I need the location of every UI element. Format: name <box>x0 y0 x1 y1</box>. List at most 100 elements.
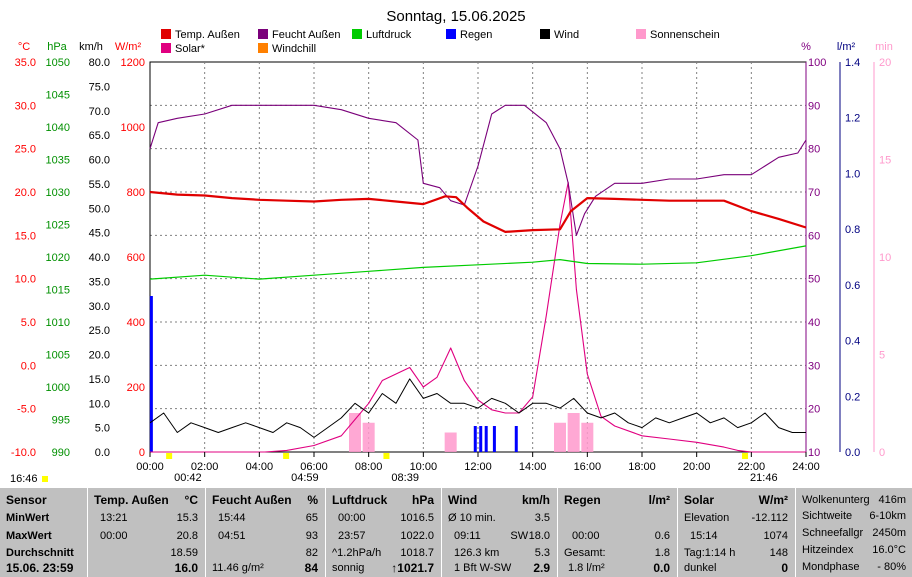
tick-temp: -10.0 <box>11 447 36 459</box>
legend-label: Feucht Außen <box>272 29 341 41</box>
tick-temp: 15.0 <box>15 230 36 242</box>
tick-temp: -5.0 <box>17 404 36 416</box>
legend-label: Wind <box>554 29 579 41</box>
solar-elevation-label: Elevation <box>684 512 730 524</box>
humidity-max-time: 04:51 <box>218 530 246 542</box>
sun-marker <box>742 453 749 459</box>
rain-panel: Regen l/m² 00:00 0.6 Gesamt: 1.8 1.8 l/m² 0.… <box>558 488 676 577</box>
misc-panel: Wolkenunterg 416m Sichtweite 6-10km Schnee… <box>796 488 912 577</box>
tick-temp: 10.0 <box>15 274 36 286</box>
legend-label: Temp. Außen <box>175 29 240 41</box>
tick-wind: 50.0 <box>89 203 110 215</box>
tick-rain: 0.6 <box>845 280 860 292</box>
rain-bar <box>514 426 518 452</box>
series-line-wind <box>149 378 806 438</box>
x-tick-label: 10:00 <box>410 461 438 473</box>
rain-current: 0.0 <box>653 561 670 575</box>
solar-max-value: 1074 <box>763 530 788 542</box>
solar-daylength: Tag:1:14 h <box>684 547 736 559</box>
tick-humidity: 80 <box>808 144 820 156</box>
legend-swatch <box>540 29 550 39</box>
x-tick-label: 08:00 <box>355 461 383 473</box>
tick-temp: 25.0 <box>15 144 36 156</box>
x-tick-label: 22:00 <box>738 461 766 473</box>
pressure-min-time: 00:00 <box>338 512 366 524</box>
tick-wind: 60.0 <box>89 155 110 167</box>
x-tick-label: 14:00 <box>519 461 547 473</box>
heat-index-label: Hitzeindex <box>802 544 854 556</box>
series-line-solar <box>150 181 806 453</box>
chart-legend: Temp. Außen Feucht Außen Luftdruck Regen Win… <box>161 29 720 55</box>
tick-humidity: 60 <box>808 230 820 242</box>
axis-unit-temp: °C <box>18 41 30 53</box>
tick-pressure: 1020 <box>46 252 70 264</box>
rain-total-value: 1.8 <box>654 547 670 559</box>
rain-max-value: 0.6 <box>654 530 670 542</box>
x-tick-label: 04:00 <box>246 461 274 473</box>
visibility-value: 6-10km <box>869 510 906 522</box>
x-tick-label: 18:00 <box>628 461 656 473</box>
sun-marker-label: 21:46 <box>750 472 778 484</box>
rain-unit: l/m² <box>648 493 670 507</box>
x-tick-label: 06:00 <box>300 461 328 473</box>
pressure-current: ↑1021.7 <box>391 561 434 575</box>
wind-avg-label: Ø 10 min. <box>448 512 496 524</box>
temp-unit: °C <box>184 493 198 507</box>
wind-avg-value: 5.3 <box>534 547 550 559</box>
legend-label: Sonnenschein <box>650 29 720 41</box>
tick-humidity: 100 <box>808 57 826 69</box>
tick-humidity: 40 <box>808 317 820 329</box>
sunshine-bar <box>444 432 457 452</box>
tick-humidity: 10 <box>808 447 820 459</box>
tick-pressure: 1050 <box>46 57 70 69</box>
tick-rain: 0.8 <box>845 224 860 236</box>
sun-marker-label: 08:39 <box>391 472 419 484</box>
sunshine-bar <box>554 422 566 452</box>
legend-label: Windchill <box>272 43 316 55</box>
tick-pressure: 1040 <box>46 122 70 134</box>
temp-header: Temp. Außen <box>94 493 169 507</box>
legend-swatch <box>161 29 171 39</box>
sunshine-bar <box>362 422 375 452</box>
tick-pressure: 1005 <box>46 350 70 362</box>
temp-min-time: 13:21 <box>100 512 128 524</box>
temp-min-value: 15.3 <box>176 512 198 524</box>
moon-phase-label: Mondphase <box>802 561 860 573</box>
tick-rain: 1.2 <box>845 113 860 125</box>
tick-humidity: 20 <box>808 404 820 416</box>
axis-unit-pressure: hPa <box>47 41 67 53</box>
x-tick-label: 02:00 <box>191 461 219 473</box>
humidity-header: Feucht Außen <box>212 493 292 507</box>
solar-header: Solar <box>684 493 715 507</box>
solar-panel: Solar W/m² Elevation -12.112 15:14 1074 Tag… <box>678 488 794 577</box>
statistics-table: Sensor MinWert MaxWert Durchschnitt 15.0… <box>0 488 912 577</box>
wind-max-direction: SW <box>510 530 529 542</box>
tick-sunshine: 15 <box>879 155 891 167</box>
wind-max-value: 18.0 <box>528 530 550 542</box>
temp-max-time: 00:00 <box>100 530 128 542</box>
sun-marker-label: 04:59 <box>291 472 319 484</box>
current-timestamp: 15.06. 23:59 <box>6 561 74 575</box>
rain-bar <box>484 426 488 452</box>
rain-bar <box>492 426 496 452</box>
x-tick-label: 00:00 <box>136 461 164 473</box>
tick-wind: 75.0 <box>89 81 110 93</box>
pressure-avg-value: 1018.7 <box>400 547 434 559</box>
tick-humidity: 70 <box>808 187 820 199</box>
tick-wind: 10.0 <box>89 398 110 410</box>
cloud-base-value: 416m <box>878 494 906 506</box>
plot-area <box>149 104 807 453</box>
rain-bar <box>479 426 483 452</box>
tick-wind: 30.0 <box>89 301 110 313</box>
tick-wind: 80.0 <box>89 57 110 69</box>
tick-pressure: 990 <box>52 447 70 459</box>
tick-sunshine: 0 <box>879 447 885 459</box>
wind-max-time: 09:11 <box>454 530 481 542</box>
tick-solar: 0 <box>139 447 145 459</box>
sun-marker <box>166 453 173 459</box>
axis-unit-rain: l/m² <box>837 41 856 53</box>
rain-header: Regen <box>564 493 601 507</box>
humidity-unit: % <box>307 493 318 507</box>
tick-wind: 45.0 <box>89 228 110 240</box>
rain-total-label: Gesamt: <box>564 547 606 559</box>
